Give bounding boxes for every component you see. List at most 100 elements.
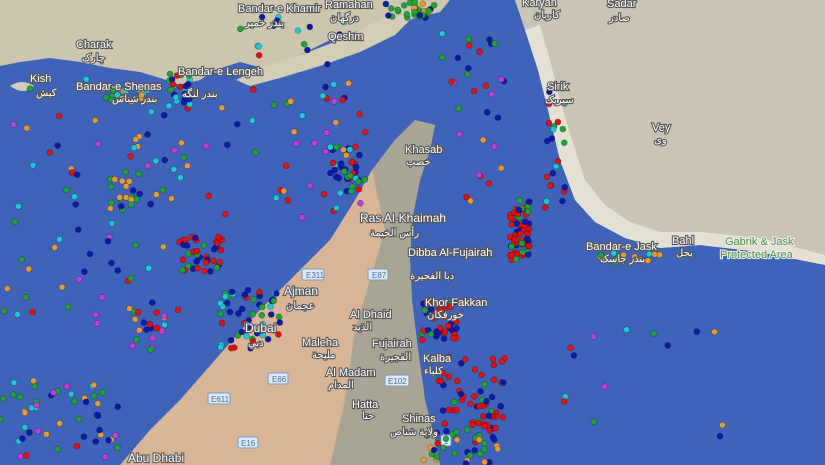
ship-marker[interactable] bbox=[485, 412, 493, 420]
ship-marker[interactable] bbox=[515, 206, 523, 214]
ship-marker[interactable] bbox=[168, 195, 175, 202]
ship-marker[interactable] bbox=[205, 192, 212, 200]
ship-marker[interactable] bbox=[471, 446, 478, 454]
ship-marker[interactable] bbox=[340, 168, 348, 175]
ship-marker[interactable] bbox=[471, 366, 479, 373]
ship-marker[interactable] bbox=[477, 388, 484, 395]
ship-marker[interactable] bbox=[524, 208, 532, 215]
ship-marker[interactable] bbox=[143, 97, 151, 105]
ship-marker[interactable] bbox=[282, 162, 290, 169]
ship-marker[interactable] bbox=[270, 297, 278, 305]
ship-marker[interactable] bbox=[46, 149, 54, 156]
ship-marker[interactable] bbox=[481, 458, 488, 465]
ship-marker[interactable] bbox=[132, 136, 140, 143]
ship-marker[interactable] bbox=[550, 126, 557, 133]
ship-marker[interactable] bbox=[201, 267, 208, 275]
ship-marker[interactable] bbox=[517, 230, 524, 237]
ship-marker[interactable] bbox=[478, 371, 485, 379]
ship-marker[interactable] bbox=[182, 236, 189, 244]
ship-marker[interactable] bbox=[560, 398, 568, 405]
ship-marker[interactable] bbox=[560, 139, 568, 147]
ship-marker[interactable] bbox=[567, 344, 574, 352]
ship-marker[interactable] bbox=[153, 191, 160, 198]
ship-marker[interactable] bbox=[453, 377, 461, 385]
ship-marker[interactable] bbox=[73, 171, 81, 178]
ship-marker[interactable] bbox=[249, 117, 256, 124]
ship-marker[interactable] bbox=[441, 301, 449, 309]
ship-marker[interactable] bbox=[437, 377, 445, 385]
ship-marker[interactable] bbox=[617, 257, 624, 264]
ship-marker[interactable] bbox=[217, 246, 225, 254]
ship-marker[interactable] bbox=[147, 346, 154, 353]
ship-marker[interactable] bbox=[483, 397, 490, 405]
ship-marker[interactable] bbox=[264, 335, 272, 343]
ship-marker[interactable] bbox=[16, 393, 24, 401]
ship-marker[interactable] bbox=[112, 432, 119, 439]
ship-marker[interactable] bbox=[357, 199, 364, 207]
ship-marker[interactable] bbox=[148, 108, 155, 115]
ship-marker[interactable] bbox=[249, 310, 257, 318]
ship-marker[interactable] bbox=[63, 186, 70, 194]
ship-marker[interactable] bbox=[433, 453, 441, 461]
ship-marker[interactable] bbox=[497, 403, 505, 410]
ship-marker[interactable] bbox=[238, 328, 246, 336]
ship-marker[interactable] bbox=[719, 421, 726, 429]
ship-marker[interactable] bbox=[490, 436, 498, 443]
ship-marker[interactable] bbox=[356, 111, 363, 118]
ship-marker[interactable] bbox=[546, 88, 553, 96]
ship-marker[interactable] bbox=[107, 199, 115, 207]
ship-marker[interactable] bbox=[451, 398, 458, 406]
ship-marker[interactable] bbox=[482, 82, 490, 89]
ship-marker[interactable] bbox=[276, 319, 284, 326]
ship-marker[interactable] bbox=[102, 94, 110, 101]
ship-marker[interactable] bbox=[525, 225, 533, 233]
ship-marker[interactable] bbox=[454, 54, 462, 62]
ship-marker[interactable] bbox=[165, 102, 173, 110]
ship-marker[interactable] bbox=[223, 299, 231, 307]
ship-marker[interactable] bbox=[180, 154, 188, 161]
ship-marker[interactable] bbox=[94, 320, 101, 327]
ship-marker[interactable] bbox=[179, 266, 186, 274]
ship-marker[interactable] bbox=[118, 177, 126, 185]
ship-marker[interactable] bbox=[453, 318, 460, 326]
ship-marker[interactable] bbox=[80, 433, 88, 441]
ship-marker[interactable] bbox=[96, 426, 103, 434]
ship-marker[interactable] bbox=[56, 420, 63, 427]
ship-marker[interactable] bbox=[347, 188, 355, 195]
ship-marker[interactable] bbox=[83, 76, 90, 83]
ship-marker[interactable] bbox=[525, 242, 533, 250]
ship-marker[interactable] bbox=[382, 0, 390, 8]
ship-marker[interactable] bbox=[441, 420, 449, 427]
ship-marker[interactable] bbox=[320, 190, 328, 198]
ship-marker[interactable] bbox=[54, 445, 61, 453]
ship-marker[interactable] bbox=[116, 194, 123, 201]
ship-marker[interactable] bbox=[4, 285, 11, 292]
ship-marker[interactable] bbox=[109, 87, 117, 94]
ship-marker[interactable] bbox=[442, 356, 450, 364]
ship-marker[interactable] bbox=[448, 78, 455, 85]
ship-marker[interactable] bbox=[177, 174, 184, 181]
ship-marker[interactable] bbox=[464, 70, 471, 78]
ship-marker[interactable] bbox=[15, 203, 22, 210]
ship-marker[interactable] bbox=[453, 436, 461, 444]
ship-marker[interactable] bbox=[337, 160, 345, 167]
ship-marker[interactable] bbox=[174, 306, 182, 314]
ship-marker[interactable] bbox=[290, 128, 298, 136]
ship-marker[interactable] bbox=[238, 305, 246, 313]
ship-marker[interactable] bbox=[340, 146, 347, 154]
ship-marker[interactable] bbox=[508, 221, 515, 228]
ship-marker[interactable] bbox=[31, 383, 39, 390]
ship-marker[interactable] bbox=[129, 342, 136, 350]
ship-marker[interactable] bbox=[497, 164, 505, 172]
ship-marker[interactable] bbox=[439, 444, 447, 451]
ship-marker[interactable] bbox=[453, 325, 460, 332]
ship-marker[interactable] bbox=[122, 183, 130, 190]
ship-marker[interactable] bbox=[322, 83, 329, 91]
ship-marker[interactable] bbox=[22, 293, 30, 301]
ship-marker[interactable] bbox=[119, 95, 126, 102]
ship-marker[interactable] bbox=[387, 5, 395, 12]
ship-marker[interactable] bbox=[352, 143, 359, 151]
ship-marker[interactable] bbox=[488, 393, 496, 401]
ship-marker[interactable] bbox=[561, 100, 568, 107]
ship-marker[interactable] bbox=[525, 198, 533, 205]
